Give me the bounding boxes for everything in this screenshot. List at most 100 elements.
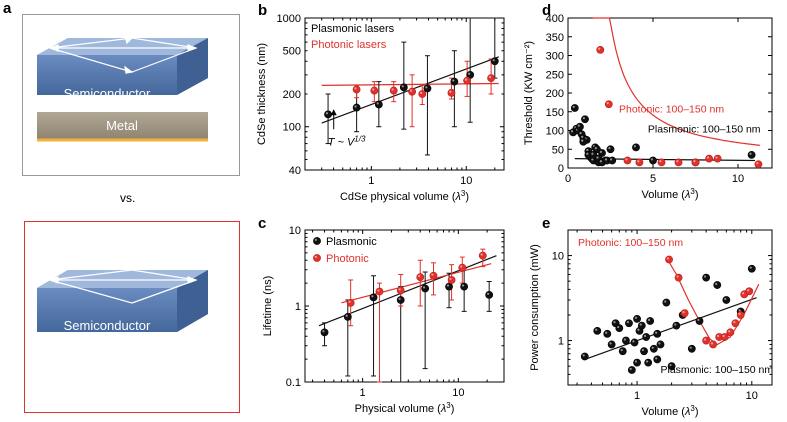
x-axis-label-c: Physical volume (λ3): [355, 401, 455, 416]
data-point-e-plasmonic-highlight: [749, 266, 752, 269]
data-point-c-photonic-highlight: [431, 273, 434, 276]
data-point-b-photonic-highlight: [372, 88, 375, 91]
data-point-b-photonic-highlight: [391, 88, 394, 91]
data-point-e-plasmonic-highlight: [703, 275, 707, 278]
semiconductor-layer-bottom: [37, 270, 208, 332]
data-point-d-plasmonic: [649, 156, 657, 165]
data-point-e-photonic-highlight: [747, 289, 750, 292]
data-point-d-photonic-highlight: [706, 156, 710, 159]
data-point-b-photonic-highlight: [449, 90, 452, 93]
y-tick-label-b: 500: [283, 46, 301, 58]
data-point-e-plasmonic-highlight: [724, 297, 727, 301]
data-point-c-plasmonic-highlight: [371, 295, 374, 298]
data-point-e-plasmonic-highlight: [689, 346, 692, 349]
data-point-e-plasmonic: [618, 347, 627, 356]
y-tick-label-d: 250: [546, 69, 564, 81]
data-point-c-photonic: [458, 263, 467, 272]
data-point-e-plasmonic: [722, 296, 731, 304]
fit-curve-e-photonic: [665, 257, 760, 346]
data-point-e-plasmonic-highlight: [647, 318, 651, 321]
data-point-e-plasmonic: [695, 317, 704, 325]
data-point-e-photonic-highlight: [710, 342, 714, 345]
legend-entry-b-photonic: Photonic lasers: [311, 39, 387, 51]
data-point-c-plasmonic-highlight: [398, 297, 401, 300]
data-point-e-plasmonic-highlight: [664, 300, 667, 303]
data-point-e-plasmonic-highlight: [626, 321, 629, 324]
data-point-c-photonic: [478, 251, 487, 260]
data-point-d-photonic: [674, 158, 683, 167]
data-point-b-plasmonic: [399, 83, 408, 92]
data-point-e-plasmonic: [642, 333, 651, 341]
legend-marker-c-plasmonic-highlight: [314, 238, 317, 241]
data-point-e-plasmonic: [713, 281, 722, 289]
y-tick-label-b: 1000: [277, 13, 301, 25]
data-point-e-plasmonic: [649, 344, 658, 353]
data-point-e-plasmonic-highlight: [623, 338, 626, 341]
data-point-b-plasmonic-highlight: [492, 59, 495, 62]
data-point-d-photonic: [604, 100, 613, 109]
data-point-e-plasmonic: [672, 321, 681, 330]
data-point-e-plasmonic-highlight: [620, 348, 623, 352]
data-point-e-plasmonic: [630, 338, 639, 347]
data-point-e-plasmonic-highlight: [613, 321, 616, 324]
data-point-c-photonic: [346, 298, 355, 307]
data-point-b-plasmonic-highlight: [325, 112, 329, 115]
metal-label: Metal: [106, 118, 138, 133]
data-point-b-plasmonic: [374, 100, 383, 109]
data-point-c-plasmonic: [343, 312, 352, 321]
data-point-d-plasmonic-highlight: [586, 148, 589, 152]
data-point-e-plasmonic-highlight: [669, 363, 672, 367]
data-point-d-photonic-highlight: [676, 160, 679, 163]
data-point-d-plasmonic-highlight: [650, 158, 654, 161]
x-tick-label-b: 1: [368, 175, 374, 187]
data-point-e-photonic-highlight: [738, 312, 741, 315]
x-axis-label-d: Volume (λ3): [642, 187, 699, 202]
x-tick-label-d: 10: [732, 173, 744, 185]
vs-label: vs.: [120, 191, 136, 205]
plot-frame-e: [567, 229, 773, 386]
data-point-d-plasmonic-highlight: [577, 124, 580, 127]
panel-a-top-frame: [22, 14, 240, 176]
data-point-e-photonic: [680, 309, 689, 318]
data-point-b-plasmonic-highlight: [401, 85, 404, 88]
data-point-d-photonic-highlight: [693, 160, 696, 163]
data-point-d-photonic-highlight: [625, 158, 628, 161]
y-tick-label-c: 1: [295, 301, 301, 313]
y-tick-label-d: 300: [546, 51, 564, 63]
panel-label-d: d: [542, 2, 552, 19]
data-point-e-plasmonic: [646, 317, 655, 325]
legend-marker-c-photonic-highlight: [314, 255, 317, 258]
data-point-c-plasmonic: [445, 282, 453, 291]
data-point-e-plasmonic-highlight: [632, 340, 635, 343]
data-point-e-plasmonic: [653, 329, 662, 338]
data-point-d-plasmonic-highlight: [633, 145, 637, 148]
data-point-c-photonic: [375, 287, 384, 296]
data-point-e-photonic-highlight: [733, 321, 736, 324]
data-point-b-plasmonic: [324, 110, 332, 119]
data-point-b-photonic: [352, 85, 361, 94]
data-point-e-plasmonic-highlight: [582, 354, 585, 357]
data-point-c-photonic-highlight: [460, 265, 463, 268]
data-point-b-photonic: [447, 88, 456, 97]
data-point-d-plasmonic: [581, 115, 589, 124]
legend-entry-b-plasmonic: Plasmonic lasers: [311, 23, 395, 35]
data-point-d-plasmonic-highlight: [608, 147, 611, 150]
data-point-e-plasmonic: [653, 355, 662, 364]
data-point-d-plasmonic-highlight: [604, 158, 608, 161]
data-point-d-photonic-highlight: [598, 47, 601, 50]
legend-marker-c-plasmonic: [313, 237, 321, 245]
annotation-e-photonic: Photonic: 100–150 nm: [578, 237, 683, 249]
y-axis-label-e: Power consumption (mW): [529, 244, 541, 371]
data-point-e-plasmonic: [633, 314, 641, 323]
fit-line-e-plasmonic: [584, 297, 757, 360]
data-point-d-plasmonic-highlight: [610, 158, 613, 161]
data-point-d-photonic: [657, 158, 666, 167]
data-point-b-photonic: [487, 74, 496, 83]
data-point-d-photonic: [691, 158, 700, 167]
data-point-e-plasmonic: [702, 273, 711, 282]
data-point-e-plasmonic-highlight: [643, 334, 647, 338]
data-point-e-plasmonic-highlight: [655, 331, 658, 334]
data-point-d-plasmonic-highlight: [581, 135, 584, 138]
data-point-e-plasmonic-highlight: [645, 360, 649, 363]
